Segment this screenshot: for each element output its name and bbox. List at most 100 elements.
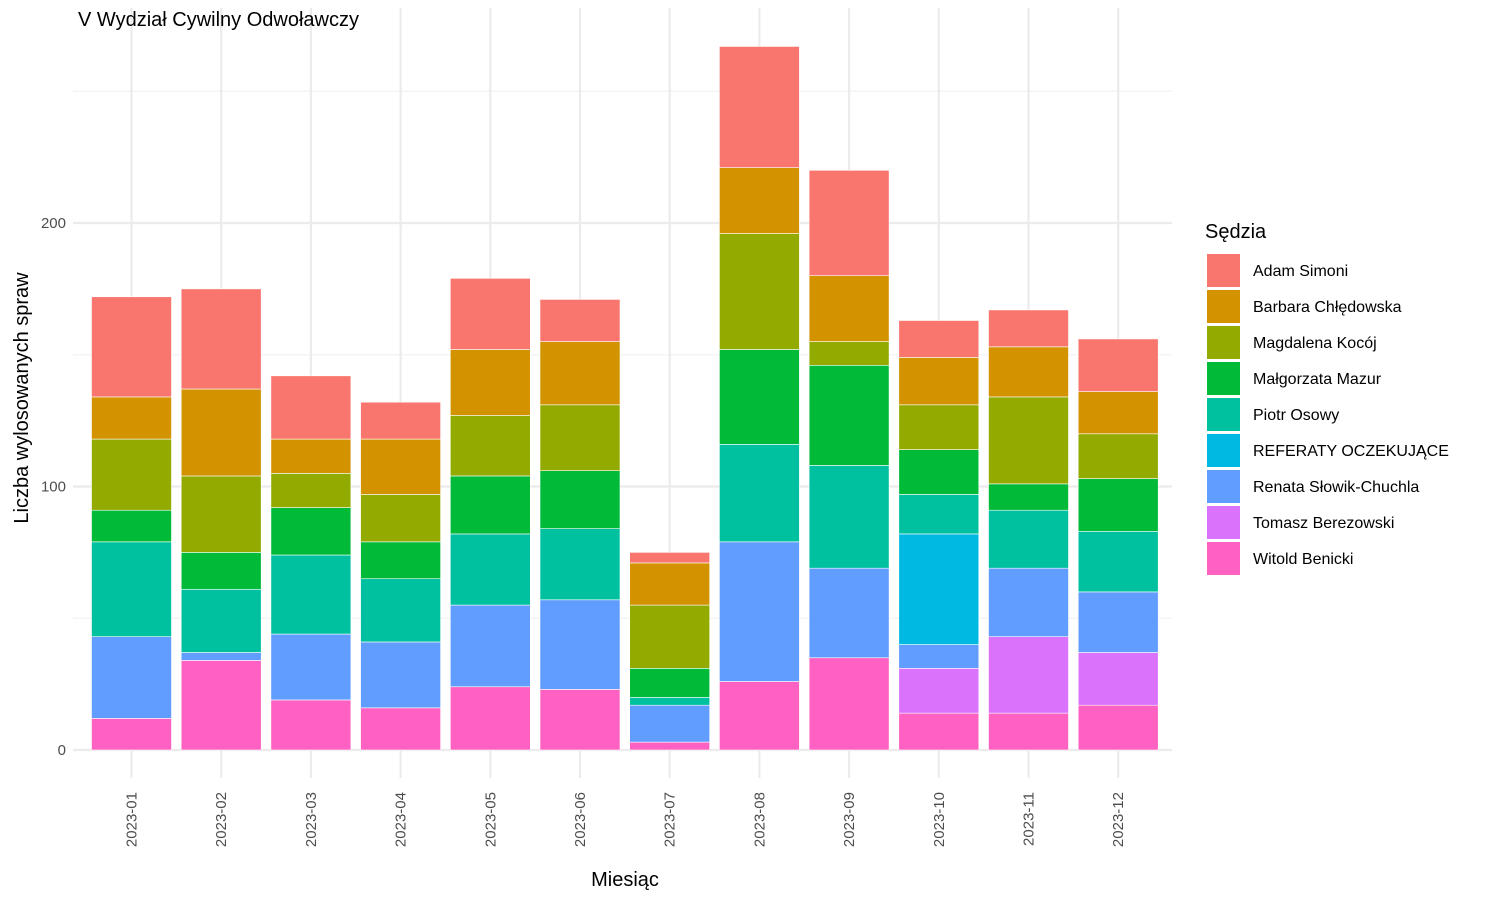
x-tick-label: 2023-10 (931, 792, 948, 847)
bar-segment (449, 415, 531, 477)
bar-segment (719, 233, 800, 350)
legend-swatch (1207, 398, 1240, 431)
bar-segment (180, 388, 262, 477)
bar-segment (808, 657, 890, 751)
bar-segment (629, 552, 711, 564)
legend-swatch (1207, 506, 1240, 539)
legend-swatch (1207, 290, 1240, 323)
bar-segment (898, 357, 980, 406)
bar-segment (360, 578, 441, 643)
y-tick-label: 0 (58, 742, 66, 759)
bar-segment (449, 475, 531, 535)
bar-segment (629, 704, 711, 743)
bar-segment (449, 533, 531, 606)
bar-segment (1077, 338, 1159, 392)
bar-segment (719, 349, 800, 445)
legend-label: Magdalena Kocój (1253, 335, 1377, 352)
bar-segment (270, 375, 352, 440)
bar-segment (91, 396, 172, 440)
legend-label: REFERATY OCZEKUJĄCE (1253, 443, 1449, 460)
x-tick-label: 2023-12 (1110, 792, 1127, 847)
bar-segment (898, 668, 980, 714)
x-tick-label: 2023-05 (482, 792, 499, 847)
bar-segment (988, 346, 1069, 398)
bar-segment (808, 275, 890, 342)
bar-segment (988, 483, 1069, 511)
bar-segment (91, 509, 172, 543)
legend-swatch (1207, 542, 1240, 575)
bar-segment (180, 475, 262, 553)
legend-label: Adam Simoni (1253, 263, 1348, 280)
y-axis-ticks: 0 100 200 (41, 215, 66, 759)
bar-segment (539, 528, 621, 601)
bar-segment (539, 599, 621, 690)
bar-segment (180, 552, 262, 590)
bar-segment (449, 278, 531, 350)
x-tick-label: 2023-09 (841, 792, 858, 847)
legend-swatch (1207, 362, 1240, 395)
legend: Sędzia Adam Simoni Barbara Chłędowska Magd… (1205, 221, 1449, 575)
bar-segment (91, 541, 172, 637)
bar-segment (629, 604, 711, 669)
bar-segment (91, 296, 172, 398)
legend-swatch (1207, 326, 1240, 359)
x-tick-label: 2023-03 (303, 792, 320, 847)
bar-segment (270, 699, 352, 751)
bar-segment (898, 449, 980, 495)
y-tick-label: 200 (41, 215, 66, 232)
legend-label: Barbara Chłędowska (1253, 299, 1402, 316)
bar-segment (719, 167, 800, 234)
bar-segment (898, 494, 980, 535)
bar-segment (1077, 391, 1159, 435)
bar-segment (629, 562, 711, 606)
bar-segment (988, 309, 1069, 348)
bar-segment (360, 494, 441, 543)
y-tick-label: 100 (41, 479, 66, 496)
legend-label: Tomasz Berezowski (1253, 515, 1394, 532)
bar-segment (629, 668, 711, 698)
legend-swatch (1207, 254, 1240, 287)
bar-segment (270, 633, 352, 701)
y-axis-title: Liczba wylosowanych spraw (11, 272, 33, 524)
bar-segment (91, 636, 172, 719)
bar-segment (719, 46, 800, 168)
x-tick-label: 2023-08 (751, 792, 768, 847)
bar-segment (808, 170, 890, 277)
bar-segment (1077, 433, 1159, 479)
bar-segment (270, 554, 352, 635)
bar-segment (180, 660, 262, 751)
bar-segment (898, 712, 980, 751)
bar-segment (360, 401, 441, 440)
bar-segment (539, 341, 621, 406)
bar-segment (539, 404, 621, 471)
legend-swatch (1207, 470, 1240, 503)
bar-segment (988, 567, 1069, 637)
bar-segment (629, 741, 711, 751)
bar-segment (539, 299, 621, 342)
bar-segment (1077, 652, 1159, 706)
bar-segment (539, 470, 621, 529)
bar-segment (719, 541, 800, 682)
bar-segment (449, 686, 531, 751)
legend-swatch (1207, 434, 1240, 467)
bar-segment (1077, 591, 1159, 653)
bar-segment (898, 404, 980, 450)
bar-segment (449, 349, 531, 416)
bar-segment (180, 288, 262, 390)
bar-segment (988, 712, 1069, 751)
x-axis-title: Miesiąc (591, 869, 659, 891)
bar-segment (360, 641, 441, 709)
bar-segment (808, 341, 890, 366)
legend-label: Małgorzata Mazur (1253, 371, 1382, 388)
bar-segment (1077, 704, 1159, 751)
bar-segment (1077, 530, 1159, 593)
bar-segment (449, 604, 531, 688)
bar-segment (360, 438, 441, 495)
bar-segment (91, 438, 172, 511)
bar-segment (808, 465, 890, 569)
legend-label: Piotr Osowy (1253, 407, 1339, 424)
bar-segment (180, 588, 262, 653)
chart-title: V Wydział Cywilny Odwoławczy (78, 9, 359, 31)
bar-segment (898, 320, 980, 358)
